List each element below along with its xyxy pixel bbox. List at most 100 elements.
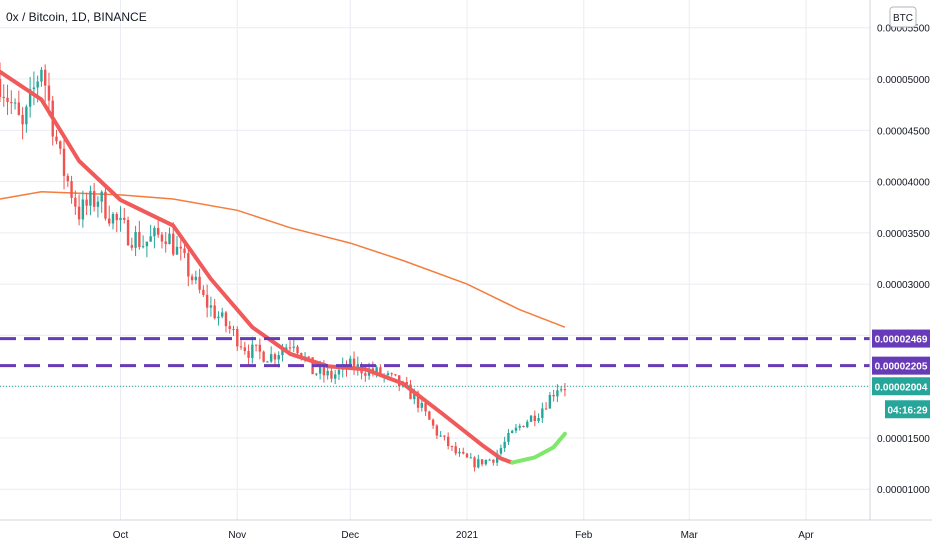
candle-body — [507, 432, 510, 442]
candle-body — [288, 347, 292, 349]
candle-body — [149, 236, 152, 242]
candle-body — [514, 427, 518, 431]
candle-body — [205, 294, 209, 308]
candle-body — [469, 457, 472, 459]
candle-body — [326, 370, 329, 376]
candle-body — [74, 197, 77, 207]
candle-body — [164, 241, 167, 245]
candle-body — [92, 191, 96, 207]
resistance-level-badge — [872, 329, 930, 348]
candle-body — [224, 312, 228, 327]
candle-body — [322, 366, 326, 376]
candle-body — [141, 246, 145, 248]
candle-body — [55, 136, 58, 142]
candle-body — [153, 228, 156, 237]
candle-body — [254, 344, 258, 346]
candle-body — [213, 305, 216, 319]
candle-body — [269, 354, 273, 362]
candle-body — [156, 228, 160, 235]
candle-body — [25, 106, 28, 125]
candle-body — [59, 141, 62, 149]
candle-body — [541, 408, 544, 419]
candle-body — [529, 415, 533, 422]
candle-body — [175, 246, 179, 255]
currency-button-label: BTC — [893, 13, 913, 24]
candle-body — [134, 231, 137, 248]
last-price-badge — [872, 377, 930, 396]
candle-body — [221, 312, 224, 317]
fast-ma-rising-path — [510, 431, 567, 465]
candle-body — [330, 370, 333, 379]
candle-body — [262, 351, 265, 362]
candle-body — [36, 81, 39, 88]
chart-title: 0x / Bitcoin, 1D, BINANCE — [6, 10, 147, 24]
resistance-level-label: 0.00002205 — [875, 362, 928, 373]
candle-body — [266, 361, 269, 363]
candle-body — [40, 69, 43, 82]
last-price-label: 0.00002004 — [875, 382, 928, 393]
fast-ma-falling-path — [0, 69, 515, 465]
candle-body — [333, 374, 337, 379]
resistance-level-badge — [872, 356, 930, 375]
y-tick-label: 0.00005000 — [877, 75, 930, 86]
candle-body — [104, 191, 107, 219]
candle-body — [172, 233, 175, 255]
candle-body — [228, 326, 231, 330]
y-tick-label: 0.00003000 — [877, 280, 930, 291]
candle-body — [552, 394, 555, 397]
candle-body — [503, 441, 506, 449]
candle-body — [236, 329, 239, 347]
resistance-level-label: 0.00002469 — [875, 335, 928, 346]
candle-body — [119, 217, 122, 221]
candle-body — [435, 425, 439, 436]
candle-body — [13, 102, 17, 104]
fast-moving-average-line — [0, 69, 567, 465]
candle-body — [379, 367, 382, 376]
y-tick-label: 0.00005500 — [877, 24, 930, 35]
candle-body — [424, 403, 427, 412]
candle-body — [62, 148, 66, 176]
candle-body — [405, 382, 408, 385]
candle-body — [484, 459, 488, 465]
x-tick-label: Dec — [341, 530, 359, 541]
candle-body — [458, 451, 461, 454]
candle-body — [480, 459, 484, 465]
y-tick-label: 0.00004500 — [877, 126, 930, 137]
candle-body — [563, 389, 567, 391]
candle-body — [318, 366, 322, 374]
candle-body — [6, 97, 9, 102]
candle-body — [89, 191, 92, 206]
candle-body — [518, 425, 521, 428]
candle-body — [556, 390, 559, 397]
candle-body — [0, 78, 2, 97]
candle-body — [81, 199, 85, 220]
candle-body — [544, 408, 548, 410]
x-tick-label: Nov — [228, 530, 246, 541]
candle-body — [183, 248, 186, 254]
candle-body — [190, 276, 194, 281]
x-tick-label: Mar — [681, 530, 699, 541]
candle-body — [85, 199, 88, 206]
candle-body — [247, 351, 250, 358]
candle-body — [10, 101, 13, 104]
candle-body — [2, 96, 5, 98]
candle-body — [375, 367, 378, 373]
candle-body — [307, 356, 311, 358]
candle-body — [281, 349, 284, 356]
x-tick-label: 2021 — [456, 530, 479, 541]
candle-body — [315, 373, 318, 375]
candle-body — [239, 346, 243, 348]
time-axis[interactable]: Oct Nov Dec 2021 Feb Mar Apr — [113, 530, 815, 541]
y-tick-label: 0.00004000 — [877, 178, 930, 189]
candle-body — [217, 316, 220, 319]
y-tick-label: 0.00001500 — [877, 434, 930, 445]
candle-body — [349, 358, 352, 370]
candle-body — [454, 446, 457, 454]
candle-body — [277, 355, 280, 360]
currency-button[interactable] — [889, 6, 917, 28]
candle-body — [66, 175, 69, 182]
candle-body — [473, 457, 476, 468]
x-tick-label: Apr — [798, 530, 814, 541]
